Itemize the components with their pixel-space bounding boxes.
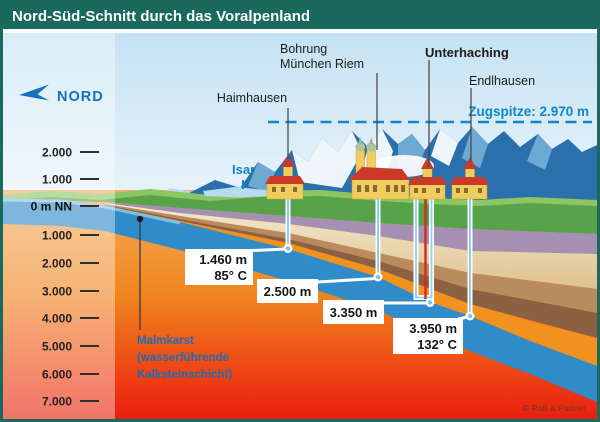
label-malmkarst-line2: (wasserführende bbox=[137, 352, 229, 364]
depth-box-haimhausen: 1.460 m 85° C bbox=[185, 249, 253, 285]
title-bar-bg bbox=[3, 3, 597, 29]
scale-panel-overlay bbox=[3, 33, 115, 419]
label-malmkarst-line3: Kalksteinschicht) bbox=[137, 369, 232, 381]
depth-box-muenchen-riem: 2.500 m bbox=[257, 279, 318, 303]
depth-box-unterhaching: 3.350 m bbox=[323, 300, 384, 324]
label-malmkarst-line1: Malmkarst bbox=[137, 335, 194, 347]
building-roof bbox=[450, 177, 489, 185]
depth-value: 2.500 m bbox=[264, 284, 312, 299]
elevation-scale-labels: 2.000 1.000 0 m NN 1.000 2.000 3.000 4.0… bbox=[31, 146, 73, 409]
depth-value: 3.350 m bbox=[330, 305, 378, 320]
church-muenchen-riem bbox=[349, 137, 410, 200]
mountain-light-face bbox=[462, 127, 488, 168]
tower-spire bbox=[281, 155, 295, 167]
snow-field bbox=[431, 129, 458, 166]
label-endlhausen: Endlhausen bbox=[469, 74, 535, 88]
tower-spire bbox=[421, 157, 434, 169]
onion-dome bbox=[355, 142, 366, 152]
mountain-light-face bbox=[527, 134, 552, 170]
scale-tick-label: 4.000 bbox=[42, 312, 72, 326]
scale-tick-label: 3.000 bbox=[42, 285, 72, 299]
title-bar: Nord-Süd-Schnitt durch das Voralpenland bbox=[3, 3, 597, 29]
temperature-value: 85° C bbox=[214, 268, 247, 283]
layer-light-brown-molasse bbox=[105, 204, 597, 313]
layer-purple-marl bbox=[105, 202, 597, 254]
village-haimhausen bbox=[265, 155, 305, 200]
surface-grass-light bbox=[3, 189, 597, 207]
depth-value: 1.460 m bbox=[199, 252, 247, 267]
borehole-end-dots bbox=[283, 244, 475, 321]
scale-tick-label: 2.000 bbox=[42, 146, 72, 160]
diagram-content: Zugspitze: 2.970 m Haimhausen Bohrung Mü… bbox=[3, 33, 597, 419]
elevation-scale bbox=[80, 151, 99, 402]
aquifer-top-highlight bbox=[3, 198, 181, 225]
temperature-value: 132° C bbox=[417, 337, 458, 352]
village-unterhaching bbox=[408, 157, 447, 200]
scale-tick-label: 6.000 bbox=[42, 368, 72, 382]
depth-box-endlhausen: 3.950 m 132° C bbox=[393, 318, 463, 354]
depth-leader-1 bbox=[252, 247, 287, 252]
zugspitze-label: Zugspitze: 2.970 m bbox=[468, 104, 589, 119]
scale-sea-level-label: 0 m NN bbox=[31, 200, 72, 214]
label-bohrung-line2: München Riem bbox=[280, 57, 364, 71]
layer-malmkarst-aquifer bbox=[3, 199, 597, 402]
village-endlhausen bbox=[450, 157, 489, 200]
title-separator bbox=[3, 29, 597, 33]
north-arrow-icon bbox=[19, 84, 49, 101]
scale-tick-label: 1.000 bbox=[42, 173, 72, 187]
snow-field bbox=[292, 131, 362, 188]
borehole-unterhaching-doublet bbox=[413, 194, 434, 300]
onion-dome bbox=[366, 142, 377, 152]
label-haimhausen: Haimhausen bbox=[217, 91, 287, 105]
page-title: Nord-Süd-Schnitt durch das Voralpenland bbox=[12, 8, 310, 25]
malmkarst-marker-dot bbox=[136, 215, 144, 223]
building-roof bbox=[265, 176, 305, 184]
layer-tan-sediment bbox=[105, 203, 597, 289]
scale-tick-label: 5.000 bbox=[42, 340, 72, 354]
isar-river bbox=[203, 187, 270, 198]
copyright-note: © Roß & Partner bbox=[523, 403, 586, 413]
layer-dark-brown-molasse bbox=[105, 205, 597, 338]
compass-label: NORD bbox=[57, 89, 104, 105]
surface-grass-dark bbox=[3, 195, 597, 234]
label-unterhaching: Unterhaching bbox=[425, 45, 509, 60]
scale-tick-label: 1.000 bbox=[42, 229, 72, 243]
tower-spire bbox=[463, 157, 477, 169]
depth-value: 3.950 m bbox=[409, 321, 457, 336]
label-bohrung-line1: Bohrung bbox=[280, 42, 327, 56]
scale-tick-label: 2.000 bbox=[42, 257, 72, 271]
building-roof bbox=[408, 177, 447, 185]
depth-leader-2 bbox=[317, 277, 377, 284]
compass-north: NORD bbox=[19, 84, 104, 105]
scale-tick-label: 7.000 bbox=[42, 395, 72, 409]
label-isar: Isar bbox=[232, 162, 255, 177]
church-roof bbox=[349, 167, 410, 180]
